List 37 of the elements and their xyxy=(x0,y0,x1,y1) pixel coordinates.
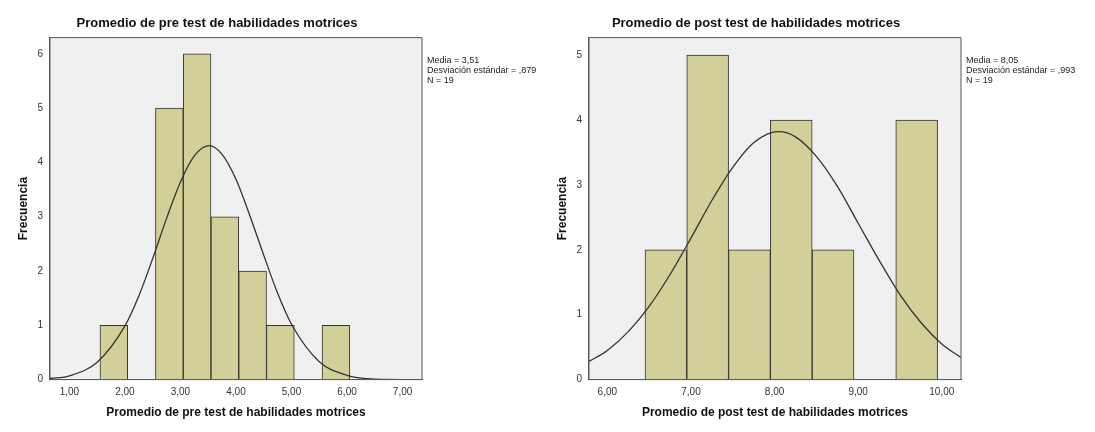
y-tick-label: 1 xyxy=(576,308,583,320)
x-tick-label: 3,00 xyxy=(170,386,191,398)
y-axis-title: Frecuencia xyxy=(554,176,569,241)
x-tick-label: 4,00 xyxy=(226,386,247,398)
y-tick-label: 3 xyxy=(37,210,44,222)
x-tick-label: 10,00 xyxy=(929,386,955,398)
x-tick-label: 7,00 xyxy=(392,386,413,398)
y-tick-label: 4 xyxy=(576,113,583,125)
x-tick-label: 9,00 xyxy=(848,386,869,398)
y-tick-label: 0 xyxy=(37,373,44,385)
text: Desviación estándar = ,879 xyxy=(427,64,537,75)
chart-title: Promedio de post test de habilidades motrices xyxy=(611,15,901,31)
y-tick-label: 5 xyxy=(37,101,44,113)
text: N = 19 xyxy=(966,74,993,85)
y-tick-label: 0 xyxy=(576,373,583,385)
y-tick-label: 4 xyxy=(37,156,44,168)
y-tick-label: 2 xyxy=(37,264,44,276)
text: Media = 3,51 xyxy=(427,54,480,65)
x-tick-label: 8,00 xyxy=(764,386,785,398)
x-axis-title: Promedio de post test de habilidades motrices xyxy=(641,405,909,420)
chart-title: Promedio de pre test de habilidades motrices xyxy=(76,15,358,31)
y-tick-label: 5 xyxy=(576,48,583,60)
x-tick-label: 6,00 xyxy=(337,386,358,398)
x-tick-label: 6,00 xyxy=(597,386,618,398)
text: Desviación estándar = ,993 xyxy=(966,64,1076,75)
y-axis-title: Frecuencia xyxy=(15,176,30,241)
x-axis-title: Promedio de pre test de habilidades motrices xyxy=(106,405,367,420)
y-tick-label: 1 xyxy=(37,319,44,331)
y-tick-label: 3 xyxy=(576,178,583,190)
x-tick-label: 7,00 xyxy=(681,386,702,398)
y-tick-label: 2 xyxy=(576,243,583,255)
x-tick-label: 1,00 xyxy=(59,386,80,398)
text: Media = 8,05 xyxy=(966,54,1019,65)
text: N = 19 xyxy=(427,74,454,85)
x-tick-label: 2,00 xyxy=(115,386,136,398)
x-tick-label: 5,00 xyxy=(281,386,302,398)
y-tick-label: 6 xyxy=(37,47,44,59)
